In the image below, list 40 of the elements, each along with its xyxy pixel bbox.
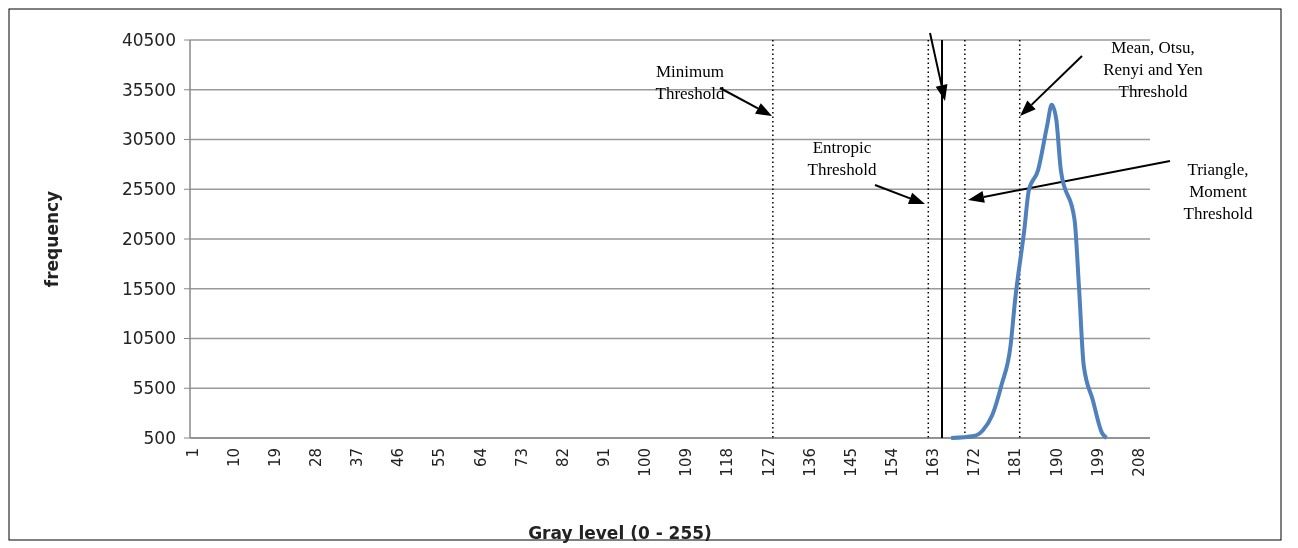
x-tick-label: 190 bbox=[1047, 448, 1066, 477]
x-tick-label: 64 bbox=[471, 448, 490, 468]
y-tick-label: 10500 bbox=[121, 328, 176, 349]
y-tick-label: 15500 bbox=[121, 278, 176, 299]
annotation: Entropic Threshold bbox=[807, 138, 877, 180]
x-tick-label: 109 bbox=[677, 448, 696, 477]
x-tick-label: 118 bbox=[718, 448, 737, 477]
x-tick-label: 28 bbox=[306, 448, 325, 468]
y-tick-label: 40500 bbox=[121, 29, 176, 50]
x-tick-label: 154 bbox=[882, 448, 901, 477]
y-tick-label: 25500 bbox=[121, 179, 176, 200]
y-tick-label: 5500 bbox=[132, 378, 176, 399]
text: Triangle, Moment Threshold bbox=[1183, 160, 1253, 224]
x-tick-label: 73 bbox=[512, 448, 531, 468]
x-tick-label: 181 bbox=[1006, 448, 1025, 477]
x-tick-label: 172 bbox=[965, 448, 984, 477]
annotation: Mean, Otsu, Renyi and Yen Threshold bbox=[1103, 38, 1204, 102]
x-tick-label: 10 bbox=[224, 448, 243, 468]
x-tick-label: 127 bbox=[759, 448, 778, 477]
x-tick-label: 163 bbox=[924, 448, 943, 477]
x-tick-label: 19 bbox=[265, 448, 284, 468]
x-tick-label: 145 bbox=[841, 448, 860, 477]
x-tick-label: 91 bbox=[594, 448, 613, 468]
x-tick-label: 46 bbox=[389, 448, 408, 468]
x-tick-label: 82 bbox=[553, 448, 572, 468]
x-tick-label: 199 bbox=[1088, 448, 1107, 477]
x-tick-label: 136 bbox=[800, 448, 819, 477]
y-tick-label: 35500 bbox=[121, 79, 176, 100]
x-axis-title: Gray level (0 - 255) bbox=[528, 523, 712, 543]
x-tick-label: 208 bbox=[1129, 448, 1148, 477]
y-tick-label: 500 bbox=[143, 427, 176, 448]
x-tick-label: 55 bbox=[430, 448, 449, 468]
y-axis-title: frequency bbox=[42, 190, 62, 288]
y-tick-label: 20500 bbox=[121, 228, 176, 249]
y-tick-label: 30500 bbox=[121, 129, 176, 150]
annotation: Minimum Threshold bbox=[655, 62, 725, 104]
line-series bbox=[949, 102, 1109, 440]
x-tick-label: 100 bbox=[636, 448, 655, 477]
x-tick-label: 1 bbox=[183, 448, 202, 458]
x-tick-label: 37 bbox=[348, 448, 367, 468]
